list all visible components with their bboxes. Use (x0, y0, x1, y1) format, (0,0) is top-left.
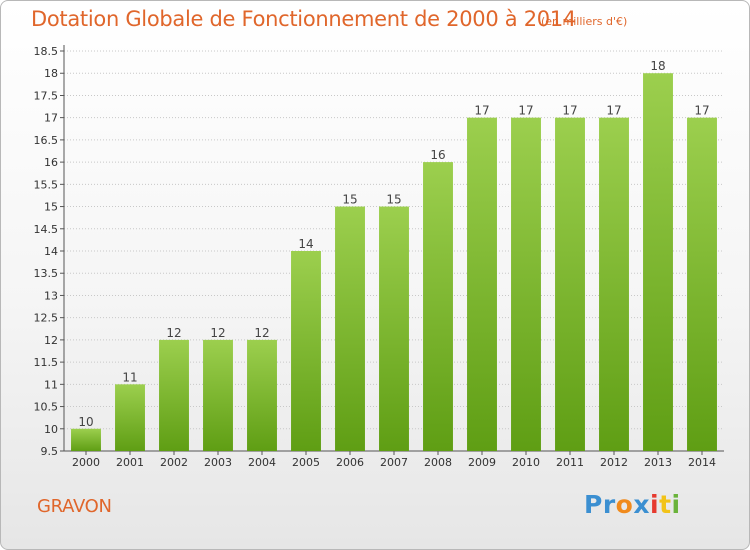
value-label: 17 (606, 104, 621, 118)
x-tick-label: 2000 (72, 456, 100, 469)
x-tick-label: 2004 (248, 456, 276, 469)
bar-2014 (687, 117, 717, 452)
y-tick-label: 11 (44, 378, 58, 391)
x-tick-label: 2009 (468, 456, 496, 469)
bar-2001 (115, 384, 145, 451)
value-label: 12 (210, 326, 225, 340)
bar-2008 (423, 162, 453, 451)
value-label: 10 (78, 415, 93, 429)
chart-subtitle: (en milliers d'€) (541, 15, 628, 28)
x-tick-label: 2003 (204, 456, 232, 469)
x-tick-label: 2013 (644, 456, 672, 469)
y-tick-label: 17.5 (34, 89, 59, 102)
value-label: 17 (562, 104, 577, 118)
y-tick-label: 13 (44, 289, 58, 302)
bar-2011 (555, 117, 585, 452)
y-tick-label: 16 (44, 156, 58, 169)
y-tick-label: 18 (44, 67, 58, 80)
value-labels: 10 11 12 12 12 14 15 15 16 17 17 17 17 18 17 (78, 59, 709, 429)
y-tick-label: 10 (44, 423, 58, 436)
y-tick-label: 14 (44, 245, 58, 258)
y-tick-label: 15.5 (34, 178, 59, 191)
y-tick-label: 10.5 (34, 401, 59, 414)
value-label: 11 (122, 370, 137, 384)
value-label: 14 (298, 237, 313, 251)
bar-2010 (511, 117, 541, 452)
bar-2006 (335, 206, 365, 451)
y-tick-label: 16.5 (34, 134, 59, 147)
value-label: 18 (650, 59, 665, 73)
chart-title: Dotation Globale de Fonctionnement de 20… (31, 7, 576, 31)
y-tick-label: 15 (44, 201, 58, 214)
value-label: 12 (166, 326, 181, 340)
y-tick-label: 12 (44, 334, 58, 347)
bar-2009 (467, 117, 497, 452)
bar-2002 (159, 339, 189, 451)
proxiti-logo: Proxiti (584, 490, 681, 519)
y-tick-label: 13.5 (34, 267, 59, 280)
x-tick-label: 2007 (380, 456, 408, 469)
commune-name: GRAVON (37, 496, 112, 517)
y-tick-label: 18.5 (34, 45, 59, 58)
y-tick-label: 12.5 (34, 312, 59, 325)
y-tick-label: 9.5 (41, 445, 59, 458)
y-tick-label: 14.5 (34, 223, 59, 236)
x-tick-label: 2006 (336, 456, 364, 469)
x-tick-label: 2008 (424, 456, 452, 469)
value-label: 17 (474, 104, 489, 118)
x-tick-label: 2011 (556, 456, 584, 469)
bar-2003 (203, 339, 233, 451)
x-tick-label: 2010 (512, 456, 540, 469)
bar-2000 (71, 428, 101, 451)
y-tick-label: 11.5 (34, 356, 59, 369)
x-tick-label: 2014 (688, 456, 716, 469)
bar-2007 (379, 206, 409, 451)
bar-2012 (599, 117, 629, 452)
x-tick-label: 2012 (600, 456, 628, 469)
x-tick-labels: 2000 2001 2002 2003 2004 2005 2006 2007 2008 2009… (72, 456, 716, 469)
x-tick-label: 2001 (116, 456, 144, 469)
x-tick-label: 2002 (160, 456, 188, 469)
value-label: 15 (342, 193, 357, 207)
y-tick-labels: 9.5 10 10.5 11 11.5 12 12.5 13 13.5 14 14.5 15 15.5 1… (34, 45, 59, 458)
value-label: 15 (386, 193, 401, 207)
value-label: 17 (694, 104, 709, 118)
x-tick-label: 2005 (292, 456, 320, 469)
bar-2013 (643, 73, 673, 451)
value-label: 16 (430, 148, 445, 162)
bars (71, 73, 717, 452)
bar-2005 (291, 251, 321, 451)
value-label: 12 (254, 326, 269, 340)
y-tick-label: 17 (44, 112, 58, 125)
value-label: 17 (518, 104, 533, 118)
bar-2004 (247, 339, 277, 451)
